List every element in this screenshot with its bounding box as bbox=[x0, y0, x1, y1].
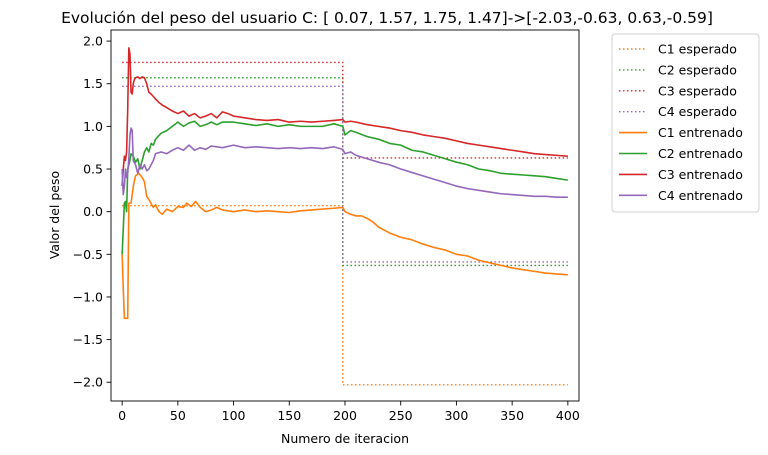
x-tick-label: 400 bbox=[556, 408, 580, 423]
x-tick-label: 300 bbox=[444, 408, 468, 423]
chart-title: Evolución del peso del usuario C: [ 0.07… bbox=[61, 9, 713, 27]
x-tick-label: 250 bbox=[389, 408, 413, 423]
series-line-c3-esperado bbox=[122, 61, 568, 159]
y-axis-ticks: −2.0 −1.5 −1.0 −0.5 0.0 0.5 1.0 1.5 2.0 bbox=[73, 34, 111, 390]
y-tick-label: 1.5 bbox=[83, 76, 103, 91]
legend-label: C2 entrenado bbox=[658, 146, 743, 161]
legend-label: C3 entrenado bbox=[658, 167, 743, 182]
series-line-c1-esperado bbox=[122, 204, 568, 386]
x-tick-label: 350 bbox=[500, 408, 524, 423]
x-tick-label: 100 bbox=[222, 408, 246, 423]
y-axis-label: Valor del peso bbox=[47, 171, 62, 259]
series-line-c2-esperado bbox=[122, 77, 568, 267]
x-tick-label: 200 bbox=[333, 408, 357, 423]
y-tick-label: 0.0 bbox=[83, 204, 103, 219]
plot-frame bbox=[110, 29, 580, 402]
x-axis-ticks: 0 50 100 150 200 250 300 350 400 bbox=[118, 401, 580, 423]
legend-label: C1 esperado bbox=[658, 42, 737, 57]
series-line-c3-entrenado bbox=[121, 47, 568, 187]
y-tick-label: −1.5 bbox=[73, 332, 103, 347]
series-line-c4-entrenado bbox=[121, 127, 568, 198]
series-line-c2-entrenado bbox=[121, 120, 568, 255]
x-tick-label: 0 bbox=[118, 408, 126, 423]
y-tick-label: −1.0 bbox=[73, 289, 103, 304]
legend-box bbox=[611, 33, 760, 213]
legend-label: C1 entrenado bbox=[658, 125, 743, 140]
legend-label: C3 esperado bbox=[658, 83, 737, 98]
series-line-c1-entrenado bbox=[121, 172, 568, 320]
legend-label: C4 esperado bbox=[658, 104, 737, 119]
y-tick-label: 2.0 bbox=[83, 34, 103, 49]
plot-area bbox=[121, 47, 568, 386]
y-tick-label: −2.0 bbox=[73, 375, 103, 390]
y-tick-label: −0.5 bbox=[73, 247, 103, 262]
legend-label: C4 entrenado bbox=[658, 188, 743, 203]
y-tick-label: 1.0 bbox=[83, 119, 103, 134]
x-tick-label: 150 bbox=[277, 408, 301, 423]
legend: C1 esperado C2 esperado C3 esperado C4 espe… bbox=[611, 33, 760, 213]
x-axis-label: Numero de iteracion bbox=[281, 431, 409, 446]
y-tick-label: 0.5 bbox=[83, 162, 103, 177]
series-line-c4-esperado bbox=[122, 85, 568, 263]
legend-label: C2 esperado bbox=[658, 62, 737, 77]
x-tick-label: 50 bbox=[170, 408, 186, 423]
